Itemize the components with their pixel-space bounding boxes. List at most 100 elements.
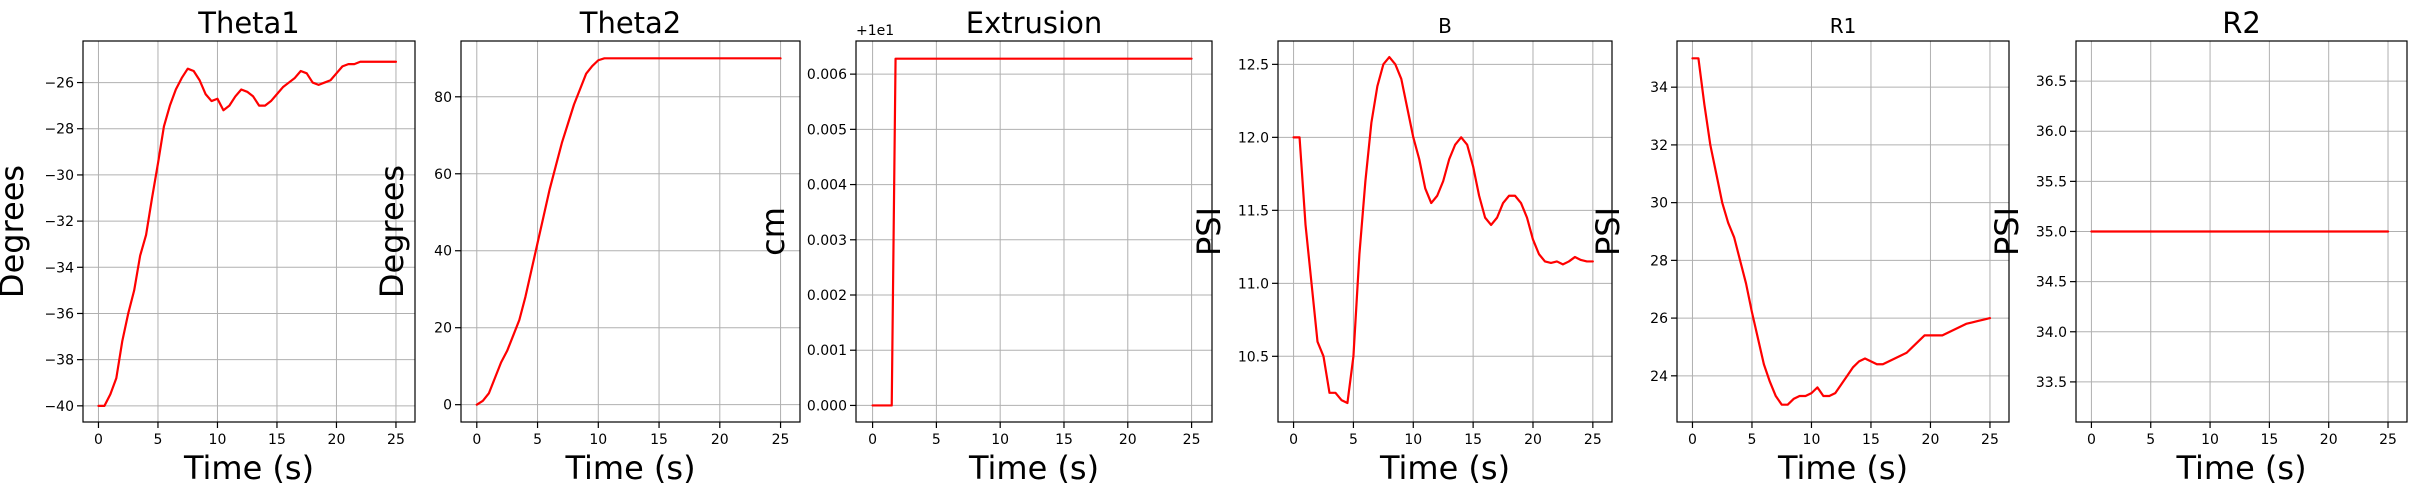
x-tick-label: 15	[268, 432, 286, 448]
x-tick-label: 0	[1688, 432, 1697, 448]
x-axis-label: Time (s)	[1379, 449, 1510, 487]
x-tick-label: 25	[1584, 432, 1602, 448]
y-tick-label: 0.000	[807, 398, 847, 414]
y-tick-label: 11.5	[1238, 203, 1269, 219]
chart-title: Theta1	[197, 6, 300, 40]
x-tick-label: 20	[711, 432, 729, 448]
y-tick-label: 36.0	[2036, 124, 2067, 140]
y-tick-label: −36	[44, 306, 74, 322]
y-tick-label: 12.5	[1238, 57, 1269, 73]
x-tick-label: 10	[1803, 432, 1821, 448]
chart-panel-r1: 0 5 10 15 20 25 24 26 28 30 32 34 R1 Time (s) PSI	[1589, 14, 2010, 487]
x-axis-label: Time (s)	[564, 449, 695, 487]
x-tick-label: 20	[1922, 432, 1940, 448]
chart-title: R1	[1830, 14, 1857, 38]
x-tick-label: 25	[1981, 432, 1999, 448]
y-axis-label: PSI	[1589, 207, 1627, 256]
x-tick-label: 5	[2146, 432, 2155, 448]
y-axis-label: PSI	[1988, 207, 2026, 256]
y-axis-label: PSI	[1190, 207, 1228, 256]
x-tick-label: 10	[2201, 432, 2219, 448]
plot-frame	[855, 40, 1213, 423]
y-tick-label: 35.0	[2036, 225, 2067, 241]
series-line-theta2	[475, 57, 782, 406]
y-tick-label: 33.5	[2036, 375, 2067, 391]
y-tick-label: 26	[1650, 311, 1668, 327]
y-tick-label: 12.0	[1238, 130, 1269, 146]
x-tick-label: 20	[1119, 432, 1137, 448]
x-tick-label: 25	[2379, 432, 2397, 448]
x-tick-label: 15	[2260, 432, 2278, 448]
x-tick-label: 5	[1349, 432, 1358, 448]
y-tick-label: 10.5	[1238, 349, 1269, 365]
x-tick-label: 25	[387, 432, 405, 448]
y-tick-label: 40	[434, 244, 452, 260]
y-tick-label: 32	[1650, 138, 1668, 154]
plot-frame	[1277, 40, 1613, 423]
y-tick-label: 0.003	[807, 233, 847, 249]
series-line-extrusion	[871, 57, 1193, 407]
x-tick-label: 5	[1748, 432, 1757, 448]
y-tick-label: 11.0	[1238, 276, 1269, 292]
chart-title: Extrusion	[966, 6, 1102, 40]
y-tick-label: 35.5	[2036, 174, 2067, 190]
x-tick-label: 0	[868, 432, 877, 448]
chart-title: B	[1438, 14, 1452, 38]
x-tick-label: 25	[772, 432, 790, 448]
y-tick-label: 34	[1650, 80, 1668, 96]
y-tick-label: 24	[1650, 369, 1668, 385]
x-tick-label: 10	[1404, 432, 1422, 448]
y-tick-label: 20	[434, 321, 452, 337]
chart-panel-theta2: 0 5 10 15 20 25 0 20 40 60 80 Theta2 Time (s) Degrees	[373, 6, 801, 487]
x-tick-label: 0	[94, 432, 103, 448]
chart-title: R2	[2222, 6, 2261, 40]
x-tick-label: 0	[2087, 432, 2096, 448]
y-tick-label: −26	[44, 76, 74, 92]
x-tick-label: 20	[2320, 432, 2338, 448]
y-tick-label: 60	[434, 167, 452, 183]
y-tick-label: −34	[44, 260, 74, 276]
x-tick-label: 0	[1289, 432, 1298, 448]
y-tick-label: −38	[44, 353, 74, 369]
series-line-r1	[1691, 57, 1992, 406]
y-tick-label: −40	[44, 399, 74, 415]
y-tick-label: 36.5	[2036, 74, 2067, 90]
y-tick-label: 34.5	[2036, 275, 2067, 291]
plot-frame	[82, 40, 416, 423]
x-tick-label: 10	[589, 432, 607, 448]
chart-panel-r2: 0 5 10 15 20 25 33.5 34.0 34.5 35.0 35.5 36.0 36.5 R2…	[1988, 6, 2408, 487]
y-tick-label: 0	[443, 398, 452, 414]
y-tick-label: 0.002	[807, 288, 847, 304]
chart-panel-theta1: 0 5 10 15 20 25 −40 −38 −36 −34 −32 −30 −28 −26 Theta1…	[0, 6, 416, 487]
y-axis-label: cm	[754, 207, 792, 256]
x-axis-label: Time (s)	[183, 449, 314, 487]
y-tick-label: 28	[1650, 253, 1668, 269]
x-axis-label: Time (s)	[1777, 449, 1908, 487]
x-tick-label: 20	[328, 432, 346, 448]
y-axis-label: Degrees	[373, 165, 411, 298]
x-tick-label: 15	[1464, 432, 1482, 448]
y-tick-label: −30	[44, 168, 74, 184]
series-line-b	[1292, 55, 1594, 405]
plot-frame	[1676, 40, 2010, 423]
y-tick-label: −32	[44, 214, 74, 230]
y-axis-label: Degrees	[0, 165, 31, 298]
x-tick-label: 10	[209, 432, 227, 448]
x-tick-label: 25	[1183, 432, 1201, 448]
y-tick-label: 0.005	[807, 122, 847, 138]
x-tick-label: 5	[533, 432, 542, 448]
x-axis-label: Time (s)	[2175, 449, 2306, 487]
x-tick-label: 15	[1055, 432, 1073, 448]
y-offset-label: +1e1	[856, 23, 894, 39]
y-tick-label: 34.0	[2036, 325, 2067, 341]
x-tick-label: 5	[154, 432, 163, 448]
x-tick-label: 15	[1862, 432, 1880, 448]
y-tick-label: 80	[434, 90, 452, 106]
x-axis-label: Time (s)	[968, 449, 1099, 487]
x-tick-label: 5	[932, 432, 941, 448]
y-tick-label: 0.004	[807, 178, 847, 194]
x-tick-label: 20	[1524, 432, 1542, 448]
x-tick-label: 0	[472, 432, 481, 448]
series-line-theta1	[97, 60, 398, 407]
